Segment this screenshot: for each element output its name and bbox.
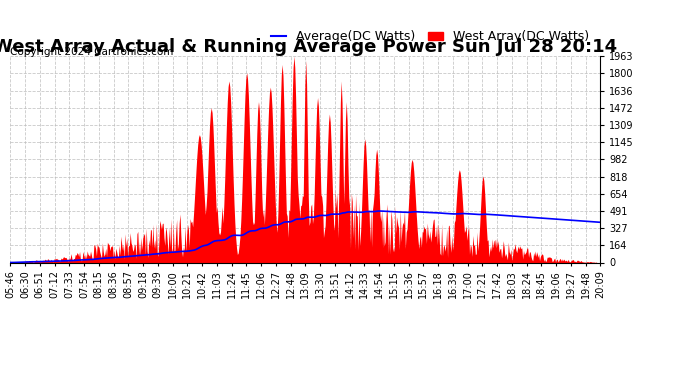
Legend: Average(DC Watts), West Array(DC Watts): Average(DC Watts), West Array(DC Watts) bbox=[266, 26, 594, 48]
Text: Copyright 2024 Cartronics.com: Copyright 2024 Cartronics.com bbox=[10, 47, 174, 57]
Title: West Array Actual & Running Average Power Sun Jul 28 20:14: West Array Actual & Running Average Powe… bbox=[0, 38, 618, 56]
